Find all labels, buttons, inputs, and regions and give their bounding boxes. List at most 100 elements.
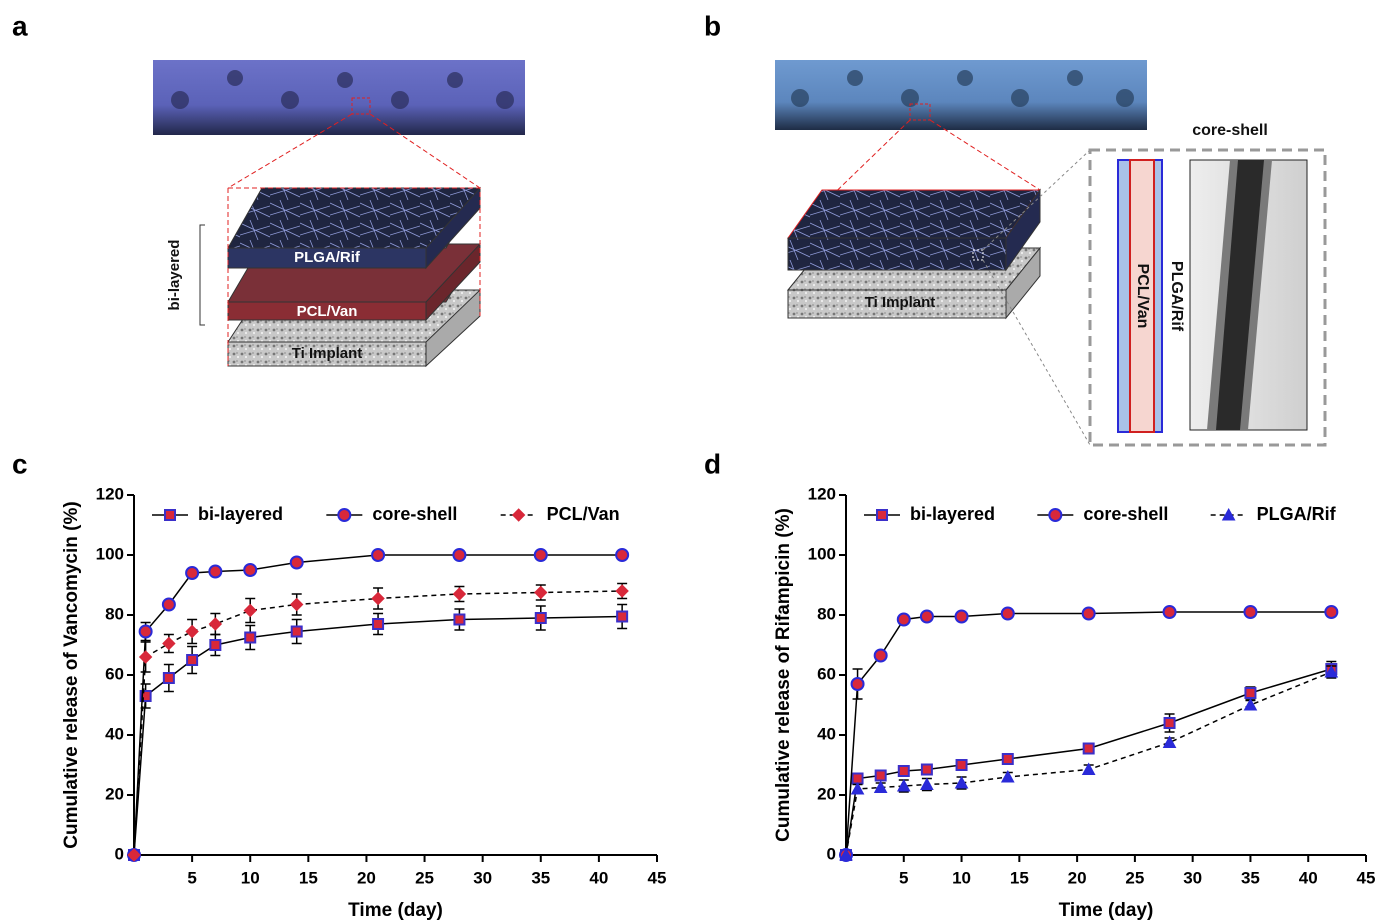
x-tick-label: 15 — [299, 868, 318, 887]
core-label: PCL/Van — [1134, 264, 1151, 329]
y-tick-label: 120 — [96, 484, 124, 503]
marker — [1324, 605, 1339, 619]
legend-label: PCL/Van — [547, 504, 620, 524]
marker — [289, 555, 304, 570]
x-tick-label: 20 — [357, 868, 376, 887]
marker — [138, 650, 153, 664]
legend-marker — [511, 508, 526, 522]
y-tick-label: 80 — [817, 604, 836, 623]
marker — [955, 759, 968, 771]
marker — [1081, 762, 1096, 775]
marker — [1000, 769, 1015, 783]
marker — [1162, 605, 1177, 619]
y-tick-label: 40 — [105, 724, 124, 743]
marker — [1000, 606, 1015, 621]
legend-marker — [164, 509, 176, 521]
marker — [1162, 735, 1177, 748]
y-tick-label: 60 — [817, 664, 836, 683]
marker — [1082, 742, 1095, 755]
marker — [127, 848, 141, 862]
marker — [873, 780, 888, 793]
marker — [920, 777, 934, 790]
marker — [1081, 606, 1096, 621]
marker — [615, 548, 630, 562]
marker — [954, 609, 969, 624]
marker — [615, 584, 629, 598]
x-tick-label: 30 — [473, 868, 492, 887]
legend-label: core-shell — [1083, 504, 1168, 524]
x-tick-label: 5 — [899, 868, 908, 887]
series-line — [133, 590, 623, 856]
marker — [1324, 664, 1339, 678]
x-tick-label: 40 — [589, 868, 608, 887]
legend-marker — [337, 508, 352, 522]
series-line — [845, 611, 1332, 856]
y-tick-label: 100 — [808, 544, 836, 563]
marker — [452, 548, 467, 562]
x-tick-label: 5 — [187, 868, 196, 887]
marker — [372, 618, 385, 630]
x-axis-label: Time (day) — [348, 900, 443, 920]
x-tick-label: 20 — [1068, 868, 1087, 887]
marker — [162, 672, 175, 684]
x-tick-label: 35 — [1241, 868, 1260, 887]
layer-label: Ti Implant — [865, 294, 936, 311]
x-axis-label: Time (day) — [1059, 900, 1154, 920]
marker — [873, 648, 888, 663]
marker — [1001, 753, 1014, 765]
x-tick-label: 25 — [1125, 868, 1144, 887]
marker — [208, 617, 223, 631]
y-tick-label: 0 — [827, 844, 836, 863]
y-tick-label: 60 — [105, 664, 124, 683]
x-tick-label: 35 — [531, 868, 550, 887]
marker — [919, 609, 934, 624]
legend-marker — [1221, 507, 1236, 521]
marker — [208, 564, 223, 579]
x-tick-label: 40 — [1299, 868, 1318, 887]
x-tick-label: 10 — [241, 868, 260, 887]
marker — [139, 690, 152, 702]
y-tick-label: 120 — [808, 484, 836, 503]
marker — [161, 597, 176, 612]
marker — [897, 765, 910, 777]
legend-label: bi-layered — [198, 504, 283, 524]
y-axis-label: Cumulative release of Vancomycin (%) — [61, 501, 82, 848]
marker — [290, 625, 303, 638]
series-line — [133, 615, 623, 856]
layer-label: PCL/Van — [297, 303, 358, 320]
y-tick-label: 20 — [105, 784, 124, 803]
series-line — [845, 668, 1332, 856]
marker — [1243, 605, 1258, 619]
marker — [244, 631, 257, 644]
layer-label: Ti Implant — [292, 345, 363, 362]
y-tick-label: 0 — [115, 844, 124, 863]
y-tick-label: 100 — [96, 544, 124, 563]
marker — [534, 585, 548, 600]
y-tick-label: 20 — [817, 784, 836, 803]
marker — [1244, 687, 1257, 699]
marker — [138, 624, 153, 639]
marker — [185, 624, 199, 639]
marker — [534, 612, 547, 624]
marker — [1163, 717, 1176, 729]
marker — [186, 654, 199, 666]
marker — [371, 548, 386, 562]
panel-letter: b — [704, 10, 721, 41]
x-tick-label: 30 — [1183, 868, 1202, 887]
layer-label: PLGA/Rif — [294, 249, 361, 266]
inset-title: core-shell — [1192, 122, 1268, 139]
marker — [290, 597, 304, 612]
marker — [954, 775, 969, 789]
legend-marker — [1048, 508, 1063, 522]
marker — [162, 636, 176, 651]
marker — [896, 778, 911, 792]
marker — [850, 677, 865, 691]
marker — [850, 781, 865, 795]
legend-label: bi-layered — [910, 504, 995, 524]
panel-letter: d — [704, 448, 721, 479]
marker — [452, 587, 467, 601]
x-tick-label: 10 — [952, 868, 971, 887]
marker — [185, 566, 200, 580]
marker — [209, 639, 222, 651]
bracket-label: bi-layered — [166, 240, 183, 311]
